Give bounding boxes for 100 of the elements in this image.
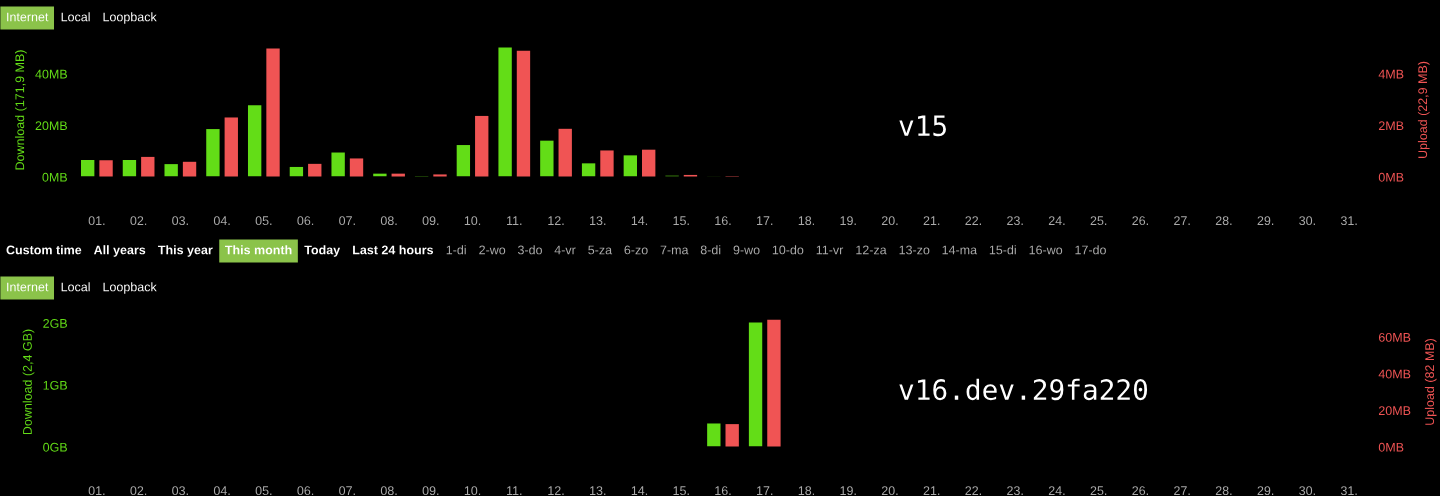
- text: Custom time: [6, 245, 82, 255]
- x-tick-label: 23.: [1007, 216, 1023, 226]
- x-tick-label: 09.: [422, 486, 439, 496]
- x-tick-label: 16.: [715, 486, 731, 496]
- x-tick-label: 27.: [1174, 216, 1190, 225]
- x-tick-label: 05.: [255, 216, 272, 226]
- text: 6-zo: [624, 245, 648, 255]
- text: All years: [93, 245, 146, 257]
- text: 4-vr: [554, 245, 576, 255]
- x-tick-label: 19.: [840, 486, 856, 496]
- y-tick-label: 20MB: [35, 121, 68, 131]
- x-tick-label: 31.: [1340, 486, 1357, 496]
- x-tick-label: 02.: [130, 216, 147, 226]
- x-tick-label: 13.: [590, 216, 606, 226]
- y-tick-label: 1GB: [43, 380, 68, 390]
- y-axis-title: Download (2,4 GB): [22, 329, 35, 435]
- x-tick-label: 11.: [507, 216, 522, 225]
- x-tick-label: 03.: [172, 216, 188, 226]
- x-tick-label: 21.: [923, 486, 940, 495]
- y2-axis-title: Upload (82 MB): [1424, 339, 1437, 425]
- x-tick-label: 25.: [1090, 216, 1107, 226]
- text: 12-za: [856, 245, 887, 255]
- x-tick-label: 15.: [673, 216, 689, 226]
- x-tick-label: 18.: [798, 216, 815, 226]
- y-tick-label: 2GB: [43, 318, 68, 328]
- x-tick-label: 07.: [339, 486, 355, 496]
- y2-tick-label: 2MB: [1378, 121, 1404, 130]
- y2-tick-label: 20MB: [1378, 406, 1411, 416]
- x-tick-label: 08.: [380, 486, 397, 496]
- text: 2-wo: [479, 245, 506, 255]
- text: 9-wo: [733, 245, 760, 255]
- y-axis-title: Download (171,9 MB): [15, 50, 27, 170]
- y2-axis-title: Upload (22,9 MB): [1417, 61, 1430, 159]
- x-tick-label: 09.: [422, 216, 439, 226]
- y-tick-label: 40MB: [35, 69, 68, 79]
- x-tick-label: 29.: [1257, 486, 1274, 496]
- x-tick-label: 04.: [213, 216, 230, 226]
- y-tick-label: 0GB: [43, 442, 68, 452]
- text: Loopback: [103, 282, 157, 294]
- x-tick-label: 20.: [881, 486, 898, 496]
- x-tick-label: 01.: [88, 486, 105, 496]
- text: 15-di: [989, 245, 1016, 255]
- x-tick-label: 29.: [1257, 216, 1274, 226]
- x-tick-label: 16.: [715, 216, 731, 226]
- x-tick-label: 20.: [881, 216, 898, 226]
- x-tick-label: 23.: [1007, 486, 1023, 496]
- text: 3-do: [517, 245, 542, 255]
- text: 1-di: [446, 245, 466, 255]
- x-tick-label: 08.: [380, 216, 397, 226]
- x-tick-label: 28.: [1215, 486, 1232, 496]
- text: Internet: [7, 282, 49, 292]
- annotation: v16.dev.29fa220: [899, 378, 1148, 401]
- text: Local: [61, 12, 90, 22]
- text: 7-ma: [660, 245, 689, 255]
- x-tick-label: 26.: [1132, 486, 1148, 496]
- y2-tick-label: 4MB: [1378, 69, 1404, 79]
- text: 10-do: [772, 245, 804, 255]
- text: 8-di: [700, 245, 721, 255]
- x-tick-label: 14.: [631, 486, 648, 495]
- text: This month: [225, 245, 292, 255]
- y2-tick-label: 0MB: [1378, 442, 1404, 452]
- x-tick-label: 30.: [1299, 216, 1315, 226]
- x-tick-label: 30.: [1299, 486, 1315, 496]
- x-tick-label: 22.: [965, 486, 981, 495]
- x-tick-label: 17.: [757, 216, 773, 225]
- text: 13-zo: [899, 245, 930, 255]
- x-tick-label: 01.: [88, 216, 105, 226]
- text: Last 24 hours: [353, 245, 434, 255]
- x-tick-label: 28.: [1215, 216, 1232, 226]
- y2-tick-label: 60MB: [1378, 332, 1411, 342]
- x-tick-label: 12.: [548, 486, 564, 495]
- y2-tick-label: 40MB: [1378, 369, 1411, 379]
- text: Today: [304, 245, 341, 257]
- annotation: v15: [899, 115, 946, 137]
- y2-tick-label: 0MB: [1378, 172, 1404, 182]
- x-tick-label: 06.: [297, 486, 314, 496]
- text: 14-ma: [942, 245, 978, 255]
- x-tick-label: 24.: [1048, 486, 1065, 495]
- text: 17-do: [1075, 245, 1106, 255]
- x-tick-label: 17.: [757, 486, 773, 495]
- x-tick-label: 05.: [255, 486, 272, 496]
- x-tick-label: 11.: [507, 486, 522, 495]
- text: Loopback: [103, 12, 157, 24]
- text: 16-wo: [1029, 245, 1063, 255]
- x-tick-label: 15.: [673, 486, 689, 496]
- text: 11-vr: [816, 245, 844, 255]
- y-tick-label: 0MB: [42, 172, 68, 182]
- x-tick-label: 26.: [1132, 216, 1148, 226]
- x-tick-label: 14.: [631, 216, 648, 225]
- x-tick-label: 22.: [965, 216, 981, 225]
- x-tick-label: 04.: [213, 486, 230, 496]
- x-tick-label: 07.: [339, 216, 355, 226]
- x-tick-label: 18.: [798, 486, 815, 496]
- x-tick-label: 10.: [464, 486, 481, 496]
- text: 5-za: [588, 245, 613, 255]
- text: This year: [158, 245, 213, 257]
- x-tick-label: 21.: [923, 216, 940, 225]
- text: Local: [61, 282, 90, 292]
- x-tick-label: 06.: [297, 216, 314, 226]
- text: Internet: [7, 12, 49, 22]
